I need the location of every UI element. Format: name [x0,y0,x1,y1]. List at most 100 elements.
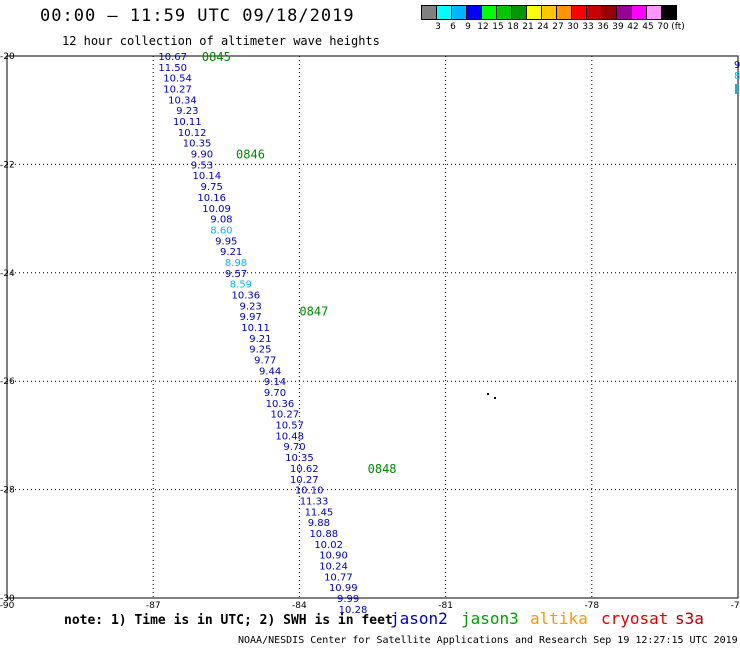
color-legend-label: 27 [552,22,564,32]
color-legend-label: 36 [597,22,609,32]
footnote: note: 1) Time is in UTC; 2) SWH is in fe… [64,613,393,628]
wave-height-value: 11.50 [158,63,187,74]
wave-height-value: 10.35 [183,139,212,150]
track-values: 10.6711.5010.5410.2710.349.2310.1110.121… [158,52,367,616]
wave-height-value: 10.27 [163,85,192,96]
wave-height-value: 10.16 [197,193,226,204]
wave-height-value: 9.23 [240,301,262,312]
wave-height-value: 11.33 [300,496,329,507]
wave-height-value: 8.60 [210,225,232,236]
time-label: 0845 [202,50,231,64]
wave-height-value: 10.57 [275,421,304,432]
wave-height-value: 10.34 [168,95,197,106]
color-legend-label: 30 [567,22,579,32]
color-legend-label: 12 [477,22,489,32]
wave-height-value: 10.99 [329,583,358,594]
wave-height-value: 10.11 [241,323,270,334]
wave-height-value: 9.44 [259,366,281,377]
time-label: 0847 [299,305,328,319]
color-legend-label: 9 [465,22,471,32]
wave-height-value: 10.27 [270,410,299,421]
wave-height-value: 9.75 [201,182,223,193]
wave-height-value: 10.36 [231,290,260,301]
color-legend-label: 3 [435,22,441,32]
wave-height-value: 9.21 [249,334,271,345]
satellite-label-altika: altika [530,609,588,628]
edge-value: 8 [734,71,740,82]
longitude-tick-label: -84 [292,601,307,611]
wave-height-value: 11.45 [305,507,334,518]
latitude-tick-label: -24 [0,269,15,279]
longitude-tick-label: -75 [731,601,740,611]
longitude-tick-label: -78 [584,601,599,611]
latitude-tick-label: -28 [0,486,15,496]
island-dot [494,397,496,399]
color-legend-label: 39 [612,22,624,32]
wave-height-value: 9.23 [176,106,198,117]
wave-height-value: 9.70 [264,388,286,399]
page-subtitle: 12 hour collection of altimeter wave hei… [62,34,380,48]
wave-height-value: 9.21 [220,247,242,258]
wave-height-value: 10.11 [173,117,202,128]
color-legend-label: (ft) [671,22,685,32]
edge-value: 9 [734,60,740,71]
wave-height-value: 9.88 [308,518,330,529]
page-title: 00:00 – 11:59 UTC 09/18/2019 [40,6,355,26]
satellite-label-cryosat: cryosat [601,609,669,628]
latitude-tick-label: -26 [0,377,15,387]
time-labels: 0845 0846 0847 0848 [202,50,397,476]
longitude-tick-label: -90 [0,601,15,611]
time-label: 0846 [236,148,265,162]
color-legend-label: 33 [582,22,594,32]
wave-height-value: 10.09 [202,204,231,215]
latitude-tick-label: -22 [0,160,15,170]
wave-height-value: 10.10 [295,486,324,497]
wave-height-value: 9.53 [191,160,213,171]
color-legend-label: 18 [507,22,519,32]
latitude-tick-label: -20 [0,52,15,62]
wave-height-value: 10.48 [275,431,304,442]
wave-height-value: 9.14 [264,377,286,388]
latitude-tick-label: -30 [0,594,15,604]
time-label: 0848 [368,462,397,476]
wave-height-value: 10.36 [266,399,295,410]
color-legend-label: 6 [450,22,456,32]
wave-height-value: 10.77 [324,572,353,583]
wave-height-value: 10.62 [290,464,319,475]
color-legend-labels: 3 6 9 12 15 18 21 24 27 30 33 36 39 42 45 70 (ft) [421,20,685,34]
color-legend: 3 6 9 12 15 18 21 24 27 30 33 36 39 42 45 70 (ft) [421,5,685,34]
wave-height-value: 9.25 [249,345,271,356]
island-marks [487,393,496,399]
color-legend-label: 45 [642,22,654,32]
wave-height-value: 9.99 [337,594,359,605]
wave-height-value: 9.57 [225,269,247,280]
wave-height-value: 10.14 [192,171,221,182]
wave-height-value: 10.27 [290,475,319,486]
island-dot [487,393,489,395]
satellite-label-jason2: jason2 [390,609,448,628]
map-grid [6,55,739,599]
color-legend-label: 42 [627,22,639,32]
wave-height-value: 10.67 [158,52,187,63]
color-legend-label: 70 [657,22,669,32]
wave-height-value: 9.90 [191,150,213,161]
longitude-tick-label: -81 [438,601,453,611]
wave-height-value: 10.24 [319,561,348,572]
wave-height-value: 10.88 [309,529,338,540]
wave-height-value: 10.90 [319,551,348,562]
satellite-label-s3a: s3a [675,609,704,628]
color-legend-label: 24 [537,22,549,32]
wave-height-value: 8.98 [225,258,247,269]
wave-height-value: 10.28 [339,605,368,616]
wave-height-value: 10.02 [314,540,343,551]
map-frame [6,55,739,599]
color-legend-label: 21 [522,22,534,32]
wave-height-value: 10.54 [163,74,192,85]
wave-height-value: 10.12 [178,128,207,139]
wave-height-value: 9.77 [254,356,276,367]
wave-height-value: 8.59 [230,280,252,291]
wave-height-value: 9.97 [240,312,262,323]
color-swatch [661,5,677,20]
map-axes: -90 -87 -84 -81 -78 -75 -20 -22 -24 -26 -28 -30 [0,52,740,611]
